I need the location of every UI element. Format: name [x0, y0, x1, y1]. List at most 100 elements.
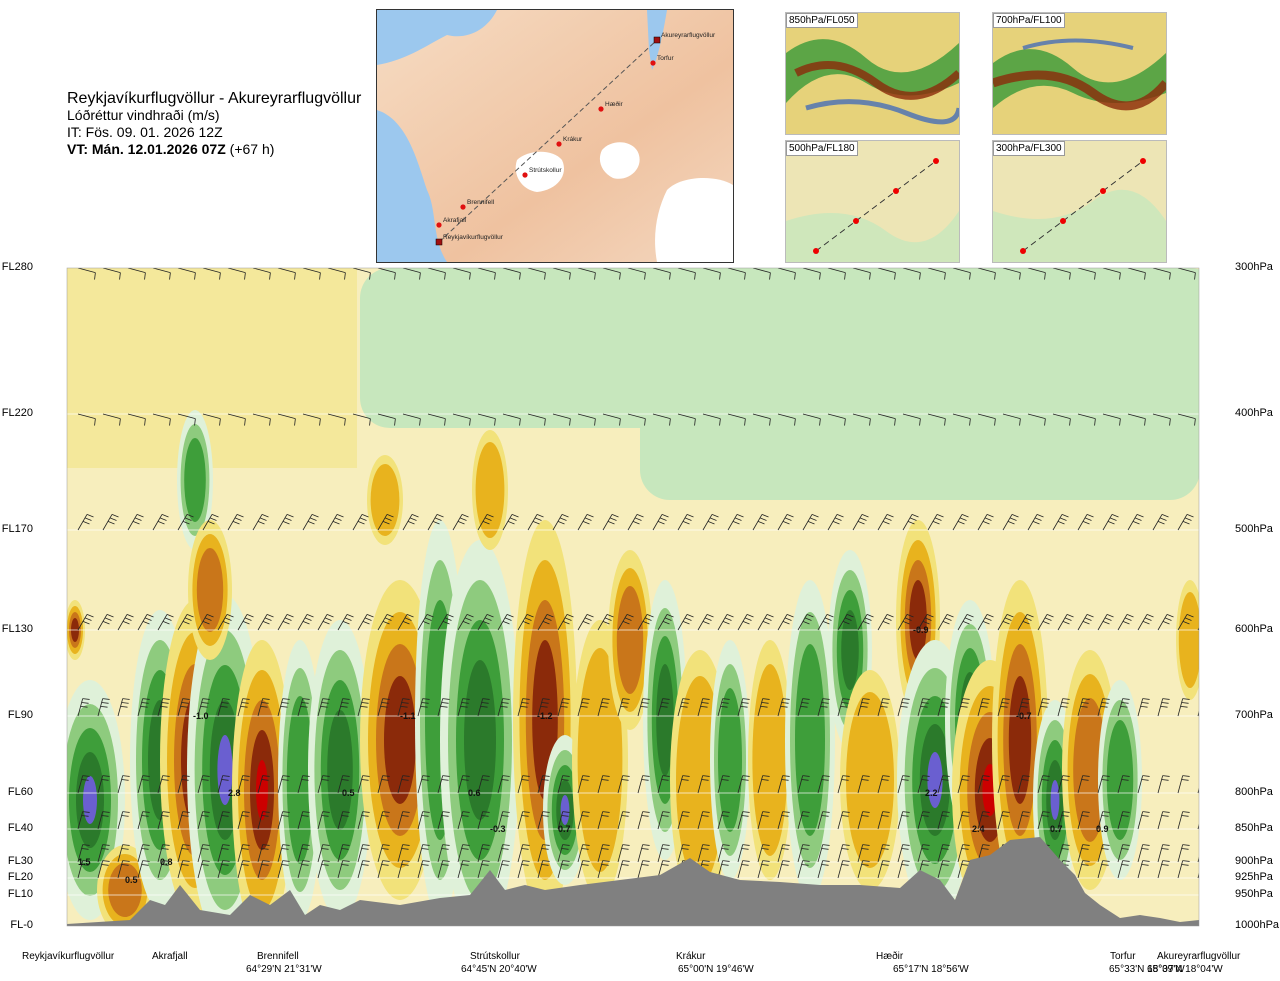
wind-barb [952, 413, 971, 426]
wind-barb [357, 860, 370, 879]
wind-barb [537, 698, 550, 717]
updraft-contour [1050, 780, 1060, 820]
wind-barb [1077, 698, 1090, 717]
wind-barb [1127, 413, 1146, 426]
wind-barb [557, 860, 570, 879]
wind-barb [797, 811, 810, 830]
wind-barb [937, 775, 950, 794]
wind-barb [577, 268, 596, 280]
updraft-contour [560, 795, 570, 825]
wind-barb [1102, 514, 1119, 531]
wind-barb [77, 698, 90, 717]
wind-barb [337, 775, 350, 794]
airport-marker [435, 238, 443, 246]
downdraft-contour [846, 692, 894, 868]
wind-barb [352, 268, 371, 280]
wind-barb [537, 844, 550, 863]
location-name: Hæðir [876, 951, 904, 962]
wind-barb [177, 614, 194, 631]
wind-barb [957, 860, 970, 879]
wind-barb [102, 268, 121, 280]
wind-barb [127, 514, 144, 531]
pressure-level-label: 850hPa [1235, 822, 1273, 834]
wind-barb [752, 514, 769, 531]
wind-barb [577, 698, 590, 717]
wind-barb [157, 811, 170, 830]
wind-barb [777, 614, 794, 631]
velocity-value-label: -0.3 [490, 824, 506, 834]
wind-barb [757, 844, 770, 863]
plot-frame [66, 267, 1200, 927]
wind-barb [117, 614, 134, 631]
wind-barb [217, 775, 230, 794]
wind-barb [497, 775, 510, 794]
wind-barb [1157, 860, 1170, 879]
wind-barb [257, 614, 274, 631]
wind-barb [177, 775, 190, 794]
wind-barb [697, 614, 714, 631]
thumbnail-700[interactable]: 700hPa/FL100 [992, 12, 1167, 135]
wind-barb [777, 268, 796, 280]
wind-barb [497, 811, 510, 830]
wind-barb [357, 614, 374, 631]
wind-barb [427, 413, 446, 426]
wind-barb [637, 614, 654, 631]
wind-barb [377, 844, 390, 863]
wind-barb [1177, 614, 1194, 631]
wind-barb [452, 268, 471, 280]
wind-barb [817, 614, 834, 631]
velocity-value-label: 0.5 [125, 875, 138, 885]
wind-barb [217, 614, 234, 631]
wind-barb [702, 413, 721, 426]
wind-barb [117, 698, 130, 717]
wind-barb [902, 514, 919, 531]
wind-barb [697, 775, 710, 794]
pressure-level-label: 800hPa [1235, 786, 1273, 798]
wind-barb [427, 268, 446, 280]
wind-barb [702, 268, 721, 280]
thumbnail-850[interactable]: 850hPa/FL050 [785, 12, 960, 135]
wind-barb [1177, 698, 1190, 717]
wind-barb [317, 811, 330, 830]
wind-barb [317, 775, 330, 794]
flight-level-label: FL10 [7, 888, 33, 900]
wind-barb [597, 698, 610, 717]
wind-barb [457, 860, 470, 879]
thumbnail-300[interactable]: 300hPa/FL300 [992, 140, 1167, 263]
pressure-level-label: 500hPa [1235, 523, 1273, 535]
wind-barb [257, 811, 270, 830]
wind-barb [937, 698, 950, 717]
wind-barb [317, 844, 330, 863]
wind-barb [627, 268, 646, 280]
wind-barb [937, 614, 954, 631]
wind-barb [157, 775, 170, 794]
wind-barbs [77, 268, 1199, 879]
wind-barb [1077, 811, 1090, 830]
valid-time: VT: Mán. 12.01.2026 07Z [67, 141, 226, 157]
wind-barb [977, 268, 996, 280]
wind-barb [1017, 614, 1034, 631]
updraft-contour [656, 664, 674, 776]
wind-barb [697, 844, 710, 863]
wind-barb [237, 775, 250, 794]
wind-barb [917, 844, 930, 863]
wind-barb [217, 844, 230, 863]
wind-barb [302, 268, 321, 280]
route-overview-map[interactable]: Akureyrarflugvöllur Torfur Hæðir Krákur Strú… [376, 9, 734, 263]
wind-barb [252, 268, 271, 280]
flight-level-label: FL90 [7, 709, 33, 721]
wind-barb [827, 514, 844, 531]
level-gridlines [67, 413, 1199, 896]
wind-barb [252, 413, 271, 426]
wind-barb [717, 698, 730, 717]
wind-barb [1077, 775, 1090, 794]
wind-barb [527, 268, 546, 280]
downdraft-contour [1008, 676, 1032, 804]
wind-barb [552, 268, 571, 280]
location-name: Strútskollur [470, 951, 521, 962]
wind-barb [957, 614, 974, 631]
wind-barb [537, 614, 554, 631]
thumbnail-500[interactable]: 500hPa/FL180 [785, 140, 960, 263]
updraft-contour [795, 644, 825, 836]
